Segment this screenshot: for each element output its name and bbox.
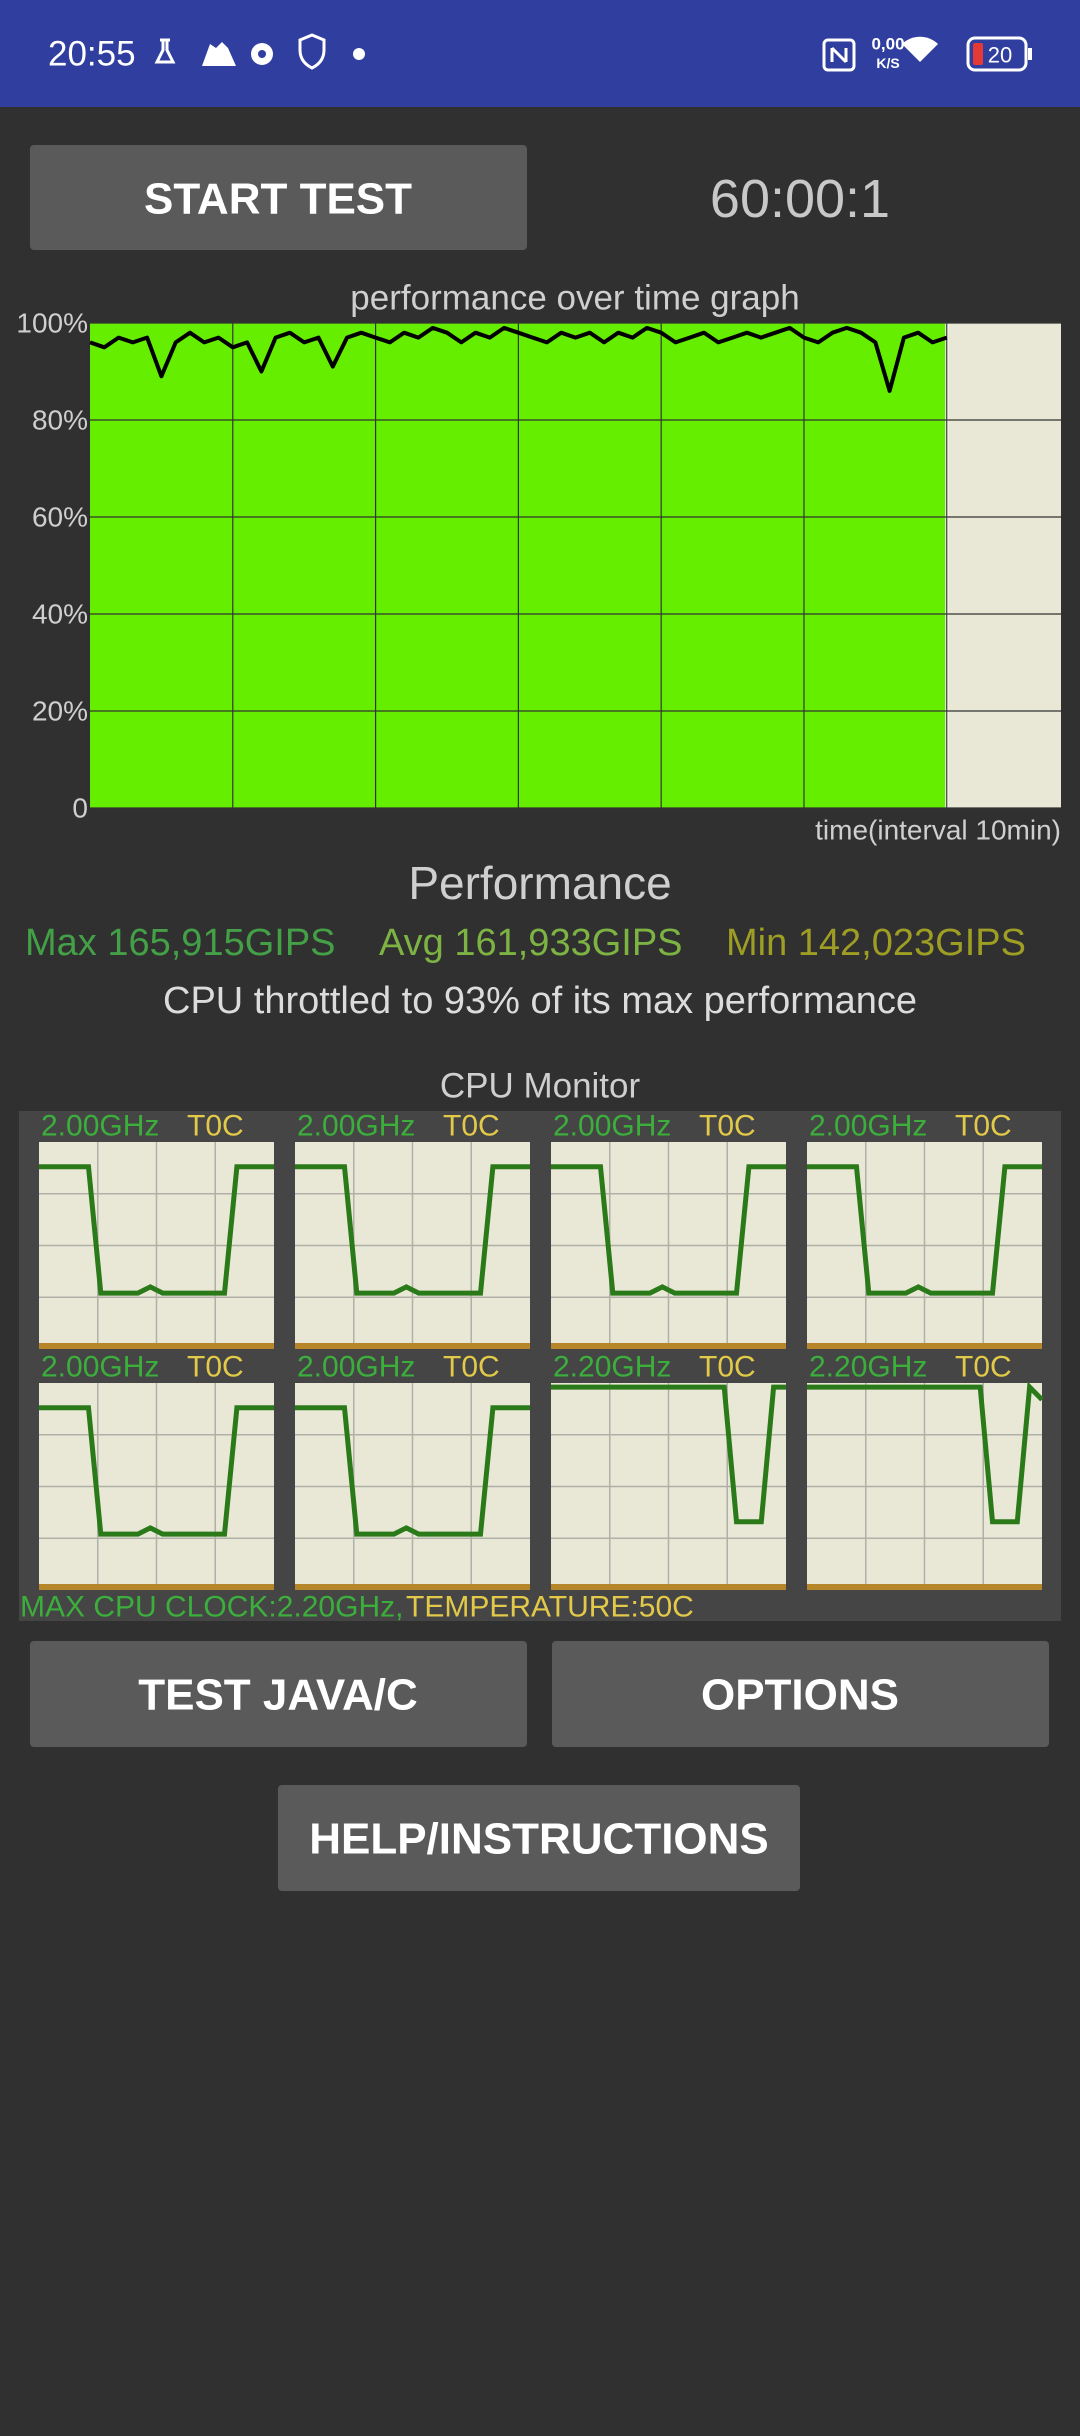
core-temperature: T0C [187, 1351, 244, 1384]
start-test-label[interactable]: START TEST [144, 175, 412, 224]
core-frequency: 2.00GHz [297, 1110, 415, 1143]
core-temperature: T0C [955, 1110, 1012, 1143]
core-temperature: T0C [699, 1351, 756, 1384]
min-gips: Min 142,023GIPS [726, 922, 1026, 964]
timer: 60:00:1 [710, 169, 890, 229]
core-temperature: T0C [443, 1110, 500, 1143]
core-frequency-line [551, 1384, 786, 1525]
core-frequency: 2.00GHz [809, 1110, 927, 1143]
core-frequency-line [295, 1405, 530, 1537]
help-button[interactable] [278, 1785, 800, 1891]
y-tick-label: 20% [32, 696, 88, 727]
y-tick-label: 80% [32, 405, 88, 436]
core-baseline [551, 1584, 786, 1590]
test-java-label[interactable]: TEST JAVA/C [138, 1671, 418, 1720]
core-frequency-line [551, 1164, 786, 1296]
battery-level: 20 [988, 43, 1012, 68]
core-frequency: 2.20GHz [809, 1351, 927, 1384]
core-baseline [551, 1343, 786, 1349]
x-axis-label: time(interval 10min) [815, 815, 1061, 846]
avg-gips: Avg 161,933GIPS [379, 922, 683, 964]
core-temperature: T0C [443, 1351, 500, 1384]
core-baseline [807, 1584, 1042, 1590]
core-baseline [39, 1584, 274, 1590]
performance-heading: Performance [408, 857, 671, 909]
test-java-button[interactable] [30, 1641, 527, 1747]
core-baseline [295, 1343, 530, 1349]
core-frequency-line [807, 1164, 1042, 1296]
core-frequency: 2.00GHz [41, 1110, 159, 1143]
cpu-cores: 2.00GHz T0C 2.00GHz T0C 2.00GHz T0C 2.00GHz T0C… [39, 1110, 1044, 1590]
core-frequency: 2.20GHz [553, 1351, 671, 1384]
core-temperature: T0C [699, 1110, 756, 1143]
core-frequency-line [295, 1164, 530, 1296]
core-baseline [39, 1343, 274, 1349]
core-frequency: 2.00GHz [41, 1351, 159, 1384]
core-baseline [807, 1343, 1042, 1349]
throttle-text: CPU throttled to 93% of its max performa… [163, 980, 917, 1022]
status-bar [0, 0, 1080, 107]
core-frequency: 2.00GHz [297, 1351, 415, 1384]
core-temperature: T0C [187, 1110, 244, 1143]
performance-graph: 0 20% 40% 60% 80% 100% [16, 308, 1061, 824]
graph-title: performance over time graph [350, 279, 799, 318]
start-test-button[interactable] [30, 145, 527, 250]
y-tick-label: 100% [16, 308, 88, 339]
core-frequency-line [807, 1381, 1044, 1525]
performance-line [89, 325, 948, 393]
core-frequency: 2.00GHz [553, 1110, 671, 1143]
core-frequency-line [39, 1164, 274, 1296]
y-tick-label: 40% [32, 599, 88, 630]
status-icons-right [822, 36, 1032, 72]
temperature: TEMPERATURE:50C [406, 1591, 694, 1624]
core-temperature: T0C [955, 1351, 1012, 1384]
status-icons-left [154, 33, 365, 70]
options-button[interactable] [552, 1641, 1049, 1747]
status-time: 20:55 [48, 35, 136, 74]
y-tick-label: 60% [32, 502, 88, 533]
options-label[interactable]: OPTIONS [701, 1671, 899, 1720]
core-frequency-line [39, 1405, 274, 1537]
help-label[interactable]: HELP/INSTRUCTIONS [309, 1815, 769, 1864]
core-baseline [295, 1584, 530, 1590]
y-tick-label: 0 [72, 793, 88, 824]
net-speed-unit: K/S [876, 55, 899, 71]
cpu-monitor-title: CPU Monitor [440, 1067, 641, 1106]
max-gips: Max 165,915GIPS [25, 922, 336, 964]
net-speed-value: 0,00 [871, 35, 904, 54]
max-cpu-clock: MAX CPU CLOCK:2.20GHz, [20, 1591, 403, 1624]
